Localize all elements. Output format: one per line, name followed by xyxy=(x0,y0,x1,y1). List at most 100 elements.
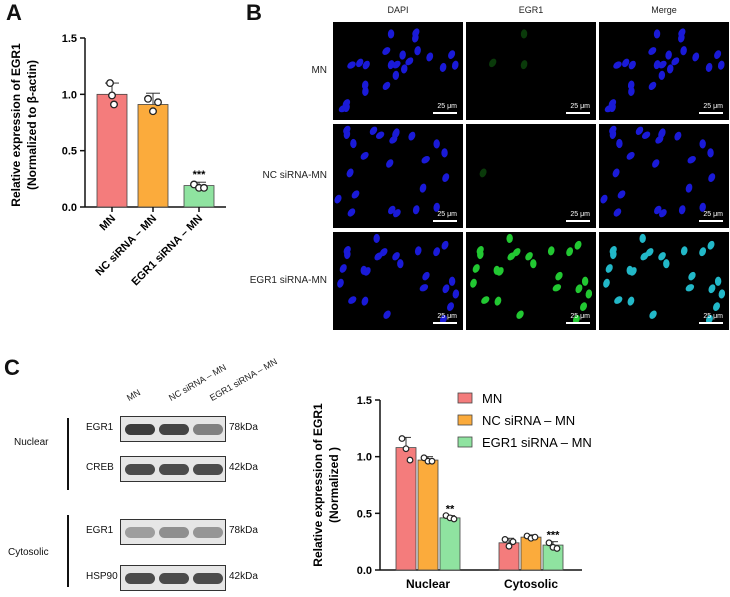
cell-nucleus xyxy=(350,138,357,149)
blot-band xyxy=(159,464,189,475)
cell-nucleus xyxy=(361,296,369,306)
cell-nucleus xyxy=(713,302,721,312)
cell-nucleus xyxy=(659,209,667,218)
chart-c-bar xyxy=(520,536,542,571)
fraction-bracket xyxy=(67,418,69,490)
cell-nucleus xyxy=(347,61,356,69)
cell-nucleus xyxy=(707,148,714,158)
cell-nucleus xyxy=(616,138,623,149)
cell-nucleus xyxy=(360,151,369,160)
cell-nucleus xyxy=(356,58,364,68)
cell-nucleus xyxy=(692,52,700,62)
chart-a-point xyxy=(200,183,208,192)
chart-c-ytick-label: 1.5 xyxy=(357,395,372,407)
legend-label: MN xyxy=(482,391,502,406)
cell-nucleus xyxy=(609,129,617,139)
scale-bar xyxy=(699,112,723,114)
cell-nucleus xyxy=(658,252,666,261)
cell-nucleus xyxy=(392,252,400,261)
cell-nucleus xyxy=(412,205,420,215)
cell-nucleus xyxy=(405,57,414,66)
cell-nucleus xyxy=(373,233,380,244)
cell-nucleus xyxy=(525,252,533,261)
chart-a-point xyxy=(144,94,152,103)
legend-label: NC siRNA – MN xyxy=(482,413,575,428)
chart-a-bar xyxy=(137,104,169,208)
cell-nucleus xyxy=(506,233,513,244)
blot-band xyxy=(193,527,223,538)
cell-nucleus xyxy=(717,60,725,70)
cell-nucleus xyxy=(666,64,674,74)
column-label-egr1: EGR1 xyxy=(518,5,544,15)
chart-a-xtick-label: MN xyxy=(98,213,119,234)
blot-band xyxy=(193,464,223,475)
chart-a-bar xyxy=(96,93,128,208)
chart-a-point xyxy=(154,98,162,107)
panel-label-a: A xyxy=(6,0,22,25)
micrograph-tile: 25 μm xyxy=(599,22,729,120)
chart-c-ytick-label: 0.0 xyxy=(357,565,372,577)
cell-nucleus xyxy=(348,296,357,304)
cell-nucleus xyxy=(451,60,459,70)
cell-nucleus xyxy=(426,52,434,62)
blot-band xyxy=(193,424,223,435)
cell-nucleus xyxy=(399,50,406,60)
cell-nucleus xyxy=(688,271,696,281)
cell-nucleus xyxy=(552,284,562,292)
cell-nucleus xyxy=(678,33,685,43)
scale-bar-label: 25 μm xyxy=(703,103,723,110)
column-label-merge: Merge xyxy=(651,5,677,15)
lane-label: MN xyxy=(125,387,143,403)
cell-nucleus xyxy=(617,190,626,199)
cell-nucleus xyxy=(699,202,706,212)
cell-nucleus xyxy=(671,57,680,66)
blot-strip xyxy=(120,416,226,442)
cell-nucleus xyxy=(520,60,528,70)
cell-nucleus xyxy=(360,265,367,275)
cell-nucleus xyxy=(674,131,682,141)
scale-bar-label: 25 μm xyxy=(437,313,457,320)
micrograph-tile: 25 μm xyxy=(466,124,596,228)
cell-nucleus xyxy=(658,60,667,69)
cell-nucleus xyxy=(386,159,394,168)
cell-nucleus xyxy=(369,126,378,135)
chart-a-ylabel-1: Relative expression of EGR1 xyxy=(9,43,23,207)
cell-nucleus xyxy=(382,47,391,55)
blot-kda-label: 42kDa xyxy=(229,462,258,473)
cell-nucleus xyxy=(507,252,516,261)
chart-a-point xyxy=(110,100,118,109)
blot-band xyxy=(125,464,155,475)
cell-nucleus xyxy=(714,276,722,286)
cell-nucleus xyxy=(581,276,589,286)
cell-nucleus xyxy=(628,60,636,70)
chart-c-point xyxy=(398,435,406,442)
cell-nucleus xyxy=(654,205,662,215)
cell-nucleus xyxy=(613,61,622,69)
cell-nucleus xyxy=(685,284,695,292)
scale-bar xyxy=(699,322,723,324)
blot-strip xyxy=(120,565,226,591)
cell-nucleus xyxy=(472,264,480,273)
chart-c-ytick-label: 0.5 xyxy=(357,508,372,520)
chart-c-point xyxy=(553,545,561,552)
cell-nucleus xyxy=(652,159,660,168)
scale-bar-label: 25 μm xyxy=(570,211,590,218)
panel-label-c: C xyxy=(4,355,20,380)
cell-nucleus xyxy=(382,81,391,91)
fraction-label: Cytosolic xyxy=(8,547,49,558)
cell-nucleus xyxy=(392,60,401,69)
chart-c-point xyxy=(501,535,509,543)
legend-swatch xyxy=(457,392,473,404)
cell-nucleus xyxy=(705,315,713,324)
cell-nucleus xyxy=(699,247,707,257)
cell-nucleus xyxy=(493,265,500,275)
cell-nucleus xyxy=(346,168,354,178)
chart-c-annotation: ** xyxy=(446,504,455,516)
chart-a: Relative expression of EGR1 (Normalized … xyxy=(9,33,226,288)
blot-kda-label: 78kDa xyxy=(229,525,258,536)
cell-nucleus xyxy=(610,249,617,260)
scale-bar xyxy=(433,112,457,114)
cell-nucleus xyxy=(520,29,528,39)
cell-nucleus xyxy=(479,168,487,178)
chart-c-ytick-label: 1.0 xyxy=(357,452,372,464)
